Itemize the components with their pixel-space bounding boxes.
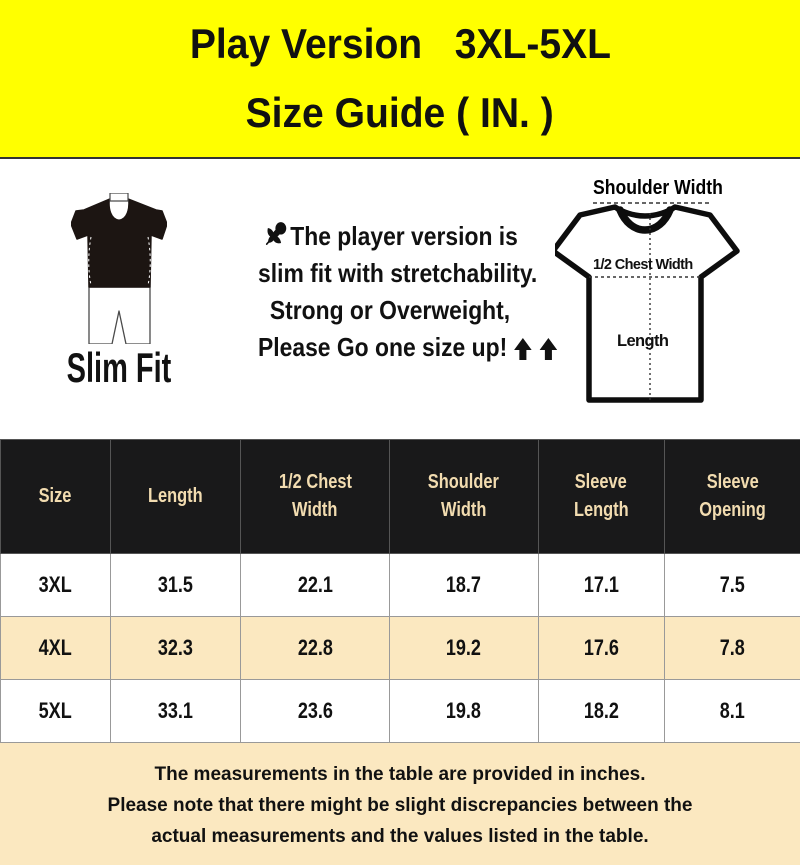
svg-text:Length: Length xyxy=(617,332,669,350)
svg-text:1/2 Chest Width: 1/2 Chest Width xyxy=(593,257,693,273)
